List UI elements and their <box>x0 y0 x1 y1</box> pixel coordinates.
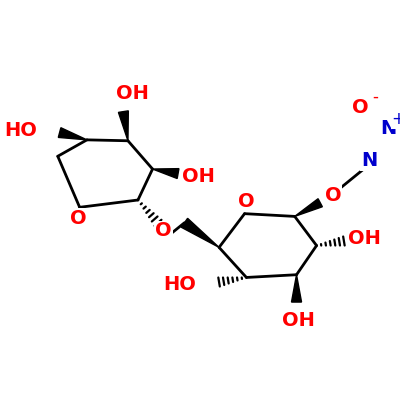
Text: N: N <box>380 118 397 138</box>
Text: O: O <box>70 209 86 228</box>
Text: OH: OH <box>182 167 214 186</box>
Text: N: N <box>361 151 378 170</box>
Text: HO: HO <box>4 121 37 140</box>
Text: OH: OH <box>282 311 315 330</box>
Text: +: + <box>392 110 400 128</box>
Polygon shape <box>118 111 128 141</box>
Polygon shape <box>152 169 179 178</box>
Text: O: O <box>155 222 172 240</box>
Text: O: O <box>325 186 341 205</box>
Text: OH: OH <box>116 84 149 103</box>
Polygon shape <box>295 199 322 216</box>
Text: -: - <box>372 88 378 106</box>
Text: OH: OH <box>348 229 380 248</box>
Text: O: O <box>238 192 255 211</box>
Text: O: O <box>352 98 369 118</box>
Text: HO: HO <box>164 275 196 294</box>
Polygon shape <box>292 275 302 302</box>
Polygon shape <box>58 128 87 140</box>
Polygon shape <box>181 218 219 247</box>
